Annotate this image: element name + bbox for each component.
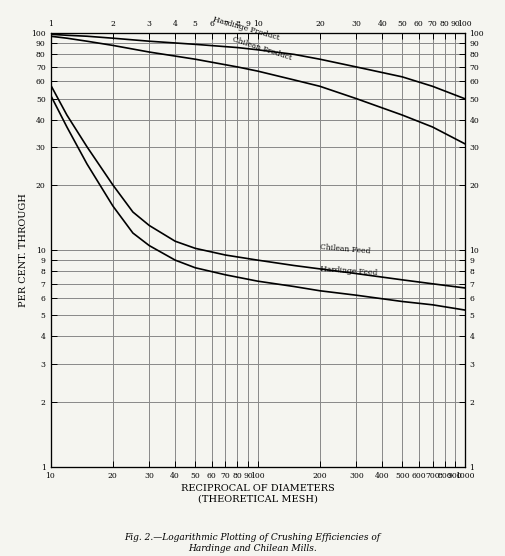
Y-axis label: PER CENT. THROUGH: PER CENT. THROUGH: [19, 193, 28, 307]
Text: Hardinge Feed: Hardinge Feed: [320, 265, 378, 277]
X-axis label: RECIPROCAL OF DIAMETERS
(THEORETICAL MESH): RECIPROCAL OF DIAMETERS (THEORETICAL MES…: [181, 484, 334, 504]
Text: Chilean Product: Chilean Product: [232, 35, 293, 62]
Text: Hardinge Product: Hardinge Product: [212, 16, 280, 42]
Text: Fig. 2.—Logarithmic Plotting of Crushing Efficiencies of: Fig. 2.—Logarithmic Plotting of Crushing…: [124, 533, 381, 542]
Text: Chilean Feed: Chilean Feed: [320, 242, 371, 255]
Text: Hardinge and Chilean Mills.: Hardinge and Chilean Mills.: [188, 544, 317, 553]
